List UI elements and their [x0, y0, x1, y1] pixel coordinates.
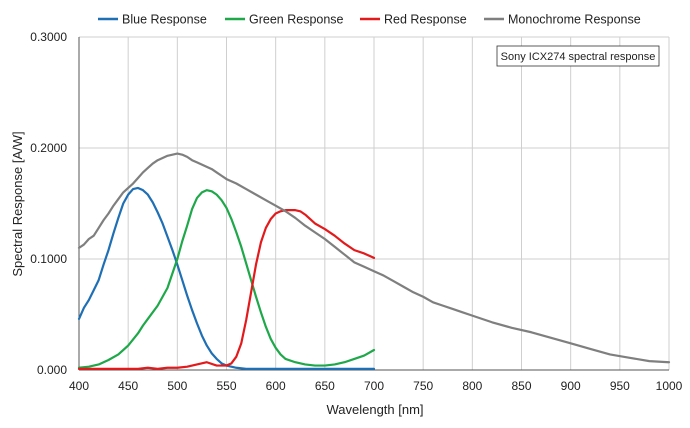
legend-label: Blue Response — [122, 13, 207, 27]
y-tick-label: 0.1000 — [30, 252, 67, 266]
annotation-text: Sony ICX274 spectral response — [501, 51, 656, 63]
annotation-frame — [496, 45, 660, 67]
legend-item-blue-response: Blue Response — [98, 13, 207, 27]
legend-label: Green Response — [249, 13, 344, 27]
x-tick-label: 600 — [266, 379, 286, 393]
y-tick-label: 0.2000 — [30, 141, 67, 155]
x-tick-label: 500 — [167, 379, 187, 393]
x-tick-label: 700 — [364, 379, 384, 393]
y-tick-labels: 0.000 0.1000 0.2000 0.3000 — [30, 30, 67, 377]
x-tick-label: 850 — [511, 379, 531, 393]
series-line-blue-response — [77, 186, 376, 370]
legend-label: Red Response — [384, 13, 467, 27]
x-tick-label: 550 — [216, 379, 236, 393]
y-axis-title: Spectral Response [A/W] — [10, 131, 25, 276]
legend: Blue Response Green Response Red Response M… — [98, 13, 641, 27]
series-line-monochrome-response — [77, 152, 671, 364]
annotation-box: Sony ICX274 spectral response — [496, 45, 660, 67]
x-tick-label: 450 — [118, 379, 138, 393]
x-tick-label: 400 — [69, 379, 89, 393]
legend-item-green-response: Green Response — [225, 13, 344, 27]
series-line-green-response — [77, 189, 376, 369]
x-tick-label: 750 — [413, 379, 433, 393]
x-axis-title: Wavelength [nm] — [326, 402, 423, 417]
series-line-red-response — [77, 209, 376, 370]
y-tick-label: 0.3000 — [30, 30, 67, 44]
x-tick-label: 900 — [561, 379, 581, 393]
y-tick-label: 0.000 — [37, 363, 67, 377]
x-tick-label: 950 — [610, 379, 630, 393]
x-tick-label: 800 — [462, 379, 482, 393]
plot-axes — [78, 37, 669, 371]
legend-label: Monochrome Response — [508, 13, 641, 27]
x-tick-label: 1000 — [656, 379, 683, 393]
x-tick-labels: 400 450 500 550 600 650 700 750 800 850 900 950 1000 — [69, 379, 683, 393]
x-tick-label: 650 — [315, 379, 335, 393]
legend-item-red-response: Red Response — [360, 13, 467, 27]
legend-item-monochrome-response: Monochrome Response — [484, 13, 641, 27]
grid-lines — [79, 36, 670, 370]
series-lines — [77, 152, 671, 370]
